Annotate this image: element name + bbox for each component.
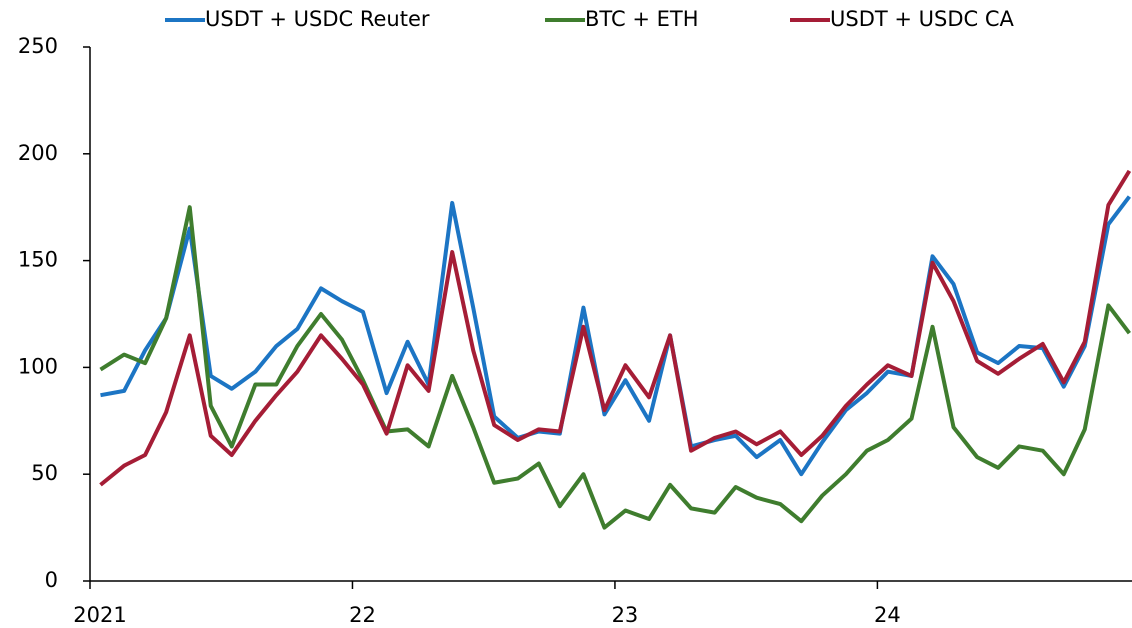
y-tick-label: 200	[18, 141, 58, 165]
x-tick-label: 23	[612, 603, 639, 627]
y-tick-label: 0	[45, 568, 58, 592]
y-tick-label: 150	[18, 248, 58, 272]
x-tick-label: 22	[349, 603, 376, 627]
series-line	[99, 169, 1132, 487]
series-line	[100, 195, 1131, 477]
y-tick-label: 50	[31, 461, 58, 485]
legend-item: USDT + USDC CA	[790, 7, 1015, 31]
legend-label: USDT + USDC Reuter	[205, 7, 430, 31]
plot-area	[99, 169, 1132, 530]
x-tick-label: 24	[874, 603, 901, 627]
legend-label: BTC + ETH	[585, 7, 699, 31]
x-tick-label: 2021	[73, 603, 126, 627]
legend-item: USDT + USDC Reuter	[165, 7, 430, 31]
y-tick-label: 100	[18, 354, 58, 378]
series-line	[99, 205, 1131, 530]
legend-item: BTC + ETH	[545, 7, 699, 31]
legend-label: USDT + USDC CA	[830, 7, 1015, 31]
y-tick-label: 250	[18, 34, 58, 58]
